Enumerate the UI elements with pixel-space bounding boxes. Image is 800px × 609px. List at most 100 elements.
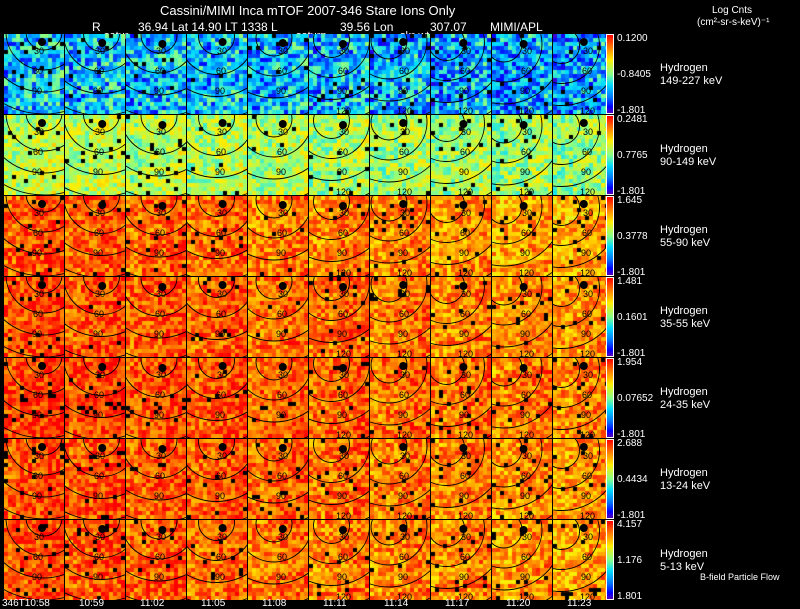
angle-label: 30 <box>156 289 166 299</box>
channel-label: Hydrogen 13-24 keV <box>660 467 710 493</box>
angle-label: 60 <box>460 309 470 319</box>
image-panel: 30 60 90 <box>187 358 247 438</box>
angle-label: 90 <box>398 329 408 339</box>
angle-label: 90 <box>398 572 408 582</box>
saturn-marker <box>218 362 227 370</box>
angle-label: 30 <box>583 289 593 299</box>
angle-contours: 30 60 90 <box>187 115 247 195</box>
angle-label: 60 <box>216 471 226 481</box>
angle-label: 120 <box>458 592 473 600</box>
angle-contours: 30 60 90 120 <box>431 34 491 114</box>
angle-contours: 30 60 90 120 <box>309 196 369 276</box>
colorbar-mid-label: 0.3778 <box>617 231 648 242</box>
image-panel: 30 60 90 <box>65 277 125 357</box>
image-panel: 30 60 90 <box>126 439 186 519</box>
saturn-marker <box>459 201 468 209</box>
angle-label: 90 <box>520 86 530 96</box>
colorbar-min-label: -1.801 <box>617 348 646 359</box>
angle-contours: 30 60 90 120 <box>431 196 491 276</box>
angle-contours: 30 60 90 120 <box>553 277 613 357</box>
angle-contours: 30 60 90 120 <box>553 358 613 438</box>
saturn-marker <box>399 200 408 208</box>
saturn-marker <box>278 444 287 452</box>
angle-label: 30 <box>522 370 532 380</box>
angle-label: 60 <box>338 228 348 238</box>
angle-contours: 30 60 90 <box>187 277 247 357</box>
angle-label: 60 <box>521 552 531 562</box>
angle-label: 90 <box>93 491 103 501</box>
angle-label: 30 <box>278 208 288 218</box>
saturn-marker <box>278 120 287 128</box>
angle-label: 90 <box>276 491 286 501</box>
angle-label: 30 <box>34 370 44 380</box>
saturn-marker <box>339 445 347 453</box>
image-panel: 30 60 90 120 <box>309 358 369 438</box>
image-panel: 30 60 90 <box>65 358 125 438</box>
angle-label: 90 <box>32 491 42 501</box>
angle-contours: 30 60 90 <box>126 358 186 438</box>
saturn-marker <box>158 283 167 291</box>
saturn-marker <box>339 202 347 210</box>
angle-label: 30 <box>156 451 166 461</box>
angle-label: 60 <box>399 471 409 481</box>
saturn-marker <box>339 526 347 534</box>
angle-label: 30 <box>339 289 349 299</box>
angle-label: 30 <box>522 127 532 137</box>
angle-label: 30 <box>339 127 349 137</box>
angle-label: 30 <box>400 370 410 380</box>
angle-label: 90 <box>32 572 42 582</box>
image-panel: 30 60 90 120 <box>553 358 613 438</box>
angle-label: 90 <box>581 167 591 177</box>
channel-label: Hydrogen 55-90 keV <box>660 224 710 250</box>
angle-label: 90 <box>276 248 286 258</box>
angle-contours: 30 60 90 <box>248 520 308 600</box>
angle-label: 90 <box>93 167 103 177</box>
colorbar <box>606 196 614 276</box>
image-panel: 30 60 90 <box>4 196 64 276</box>
saturn-marker <box>158 202 167 210</box>
angle-label: 120 <box>397 430 412 438</box>
image-panel: 30 60 90 120 <box>553 277 613 357</box>
angle-label: 60 <box>155 471 165 481</box>
angle-label: 120 <box>519 187 534 195</box>
saturn-marker <box>98 525 107 533</box>
saturn-marker <box>218 200 227 208</box>
angle-label: 90 <box>459 86 469 96</box>
angle-label: 30 <box>522 289 532 299</box>
angle-label: 90 <box>276 167 286 177</box>
angle-label: 60 <box>155 147 165 157</box>
colorbar-min-label: -1.801 <box>617 267 646 278</box>
angle-label: 30 <box>156 532 166 542</box>
saturn-marker <box>218 524 227 532</box>
angle-contours: 30 60 90 120 <box>492 358 552 438</box>
image-panel: 30 60 90 <box>248 115 308 195</box>
angle-label: 60 <box>155 390 165 400</box>
saturn-marker <box>98 39 107 47</box>
angle-label: 30 <box>34 451 44 461</box>
angle-label: 90 <box>32 248 42 258</box>
energy-label: 24-35 keV <box>660 399 711 411</box>
angle-label: 120 <box>336 511 351 519</box>
angle-contours: 30 60 90 <box>126 115 186 195</box>
plot-title: Cassini/MIMI Inca mTOF 2007-346 Stare Io… <box>160 3 456 18</box>
angle-label: 60 <box>277 147 287 157</box>
saturn-marker <box>158 40 167 48</box>
saturn-marker <box>98 444 107 452</box>
angle-label: 30 <box>522 532 532 542</box>
image-panel: 30 60 90 <box>126 358 186 438</box>
image-panel: 30 60 90 <box>4 115 64 195</box>
angle-label: 120 <box>519 511 534 519</box>
saturn-marker <box>218 281 227 289</box>
energy-label: 13-24 keV <box>660 480 711 492</box>
angle-contours: 30 60 90 120 <box>309 34 369 114</box>
colorbar-mid-label: 0.1601 <box>617 312 648 323</box>
species-label: Hydrogen <box>660 62 708 74</box>
angle-contours: 30 60 90 <box>65 520 125 600</box>
angle-label: 60 <box>460 552 470 562</box>
angle-label: 60 <box>460 147 470 157</box>
angle-label: 60 <box>582 471 592 481</box>
angle-label: 90 <box>459 167 469 177</box>
colorbar-max-label: 4.157 <box>617 519 643 530</box>
angle-contours: 30 60 90 120 <box>309 115 369 195</box>
angle-label: 90 <box>520 491 530 501</box>
